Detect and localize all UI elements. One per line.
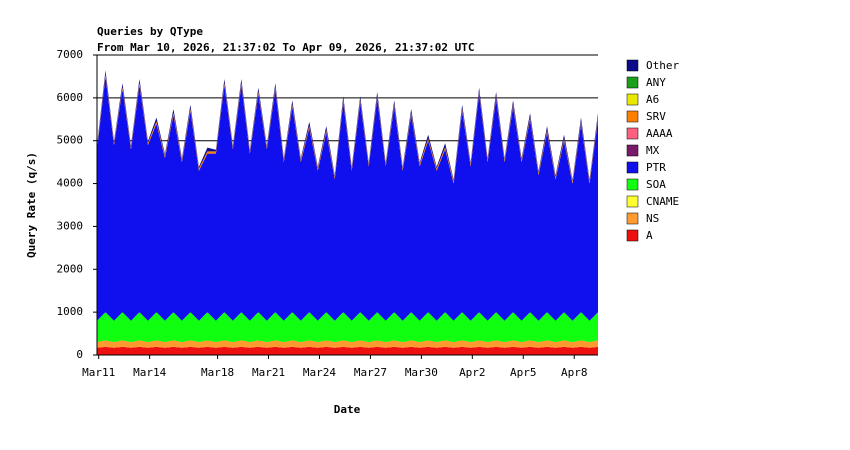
legend-label: SRV (646, 110, 666, 123)
legend-label: PTR (646, 161, 666, 174)
area (97, 346, 598, 355)
legend-swatch (626, 76, 639, 89)
x-tick-label: Apr5 (510, 366, 537, 379)
x-tick-label: Mar21 (252, 366, 285, 379)
legend-label: CNAME (646, 195, 679, 208)
x-tick-label: Apr8 (561, 366, 588, 379)
y-axis-label: Query Rate (q/s) (25, 152, 38, 258)
area (97, 76, 598, 321)
y-tick-label: 0 (76, 348, 83, 361)
area (97, 340, 598, 348)
y-tick-label: 2000 (57, 262, 84, 275)
x-tick-label: Mar18 (201, 366, 234, 379)
legend-label: A6 (646, 93, 659, 106)
legend-swatch (626, 195, 639, 208)
x-axis-label: Date (334, 403, 361, 416)
legend-swatch (626, 161, 639, 174)
legend-swatch (626, 178, 639, 191)
legend: Other ANY A6 SRV AAAA MX PTR SOA CNAME NS A (626, 59, 679, 242)
legend-label: AAAA (646, 127, 673, 140)
legend-swatch (626, 110, 639, 123)
y-tick-label: 5000 (57, 134, 84, 147)
plot-area (97, 70, 598, 355)
legend-swatch (626, 229, 639, 242)
x-tick-label: Apr2 (459, 366, 486, 379)
legend-swatch (626, 212, 639, 225)
chart-title: Queries by QType (97, 25, 203, 38)
y-tick-label: 1000 (57, 305, 84, 318)
axes: 0 1000 2000 3000 4000 5000 6000 7000 Mar11 Mar14 M… (57, 48, 598, 379)
area (97, 74, 598, 184)
chart-subtitle: From Mar 10, 2026, 21:37:02 To Apr 09, 2… (97, 41, 475, 54)
y-tick-label: 4000 (57, 177, 84, 190)
y-tick-label: 7000 (57, 48, 84, 61)
x-tick-label: Mar11 (82, 366, 115, 379)
x-tick-label: Mar27 (354, 366, 387, 379)
y-tick-label: 6000 (57, 91, 84, 104)
legend-swatch (626, 59, 639, 72)
legend-label: MX (646, 144, 660, 157)
legend-label: SOA (646, 178, 666, 191)
legend-label: ANY (646, 76, 666, 89)
legend-swatch (626, 144, 639, 157)
legend-swatch (626, 127, 639, 140)
legend-label: Other (646, 59, 679, 72)
x-tick-label: Mar30 (405, 366, 438, 379)
legend-label: NS (646, 212, 659, 225)
area (97, 312, 598, 343)
x-tick-label: Mar24 (303, 366, 336, 379)
y-tick-label: 3000 (57, 219, 84, 232)
legend-swatch (626, 93, 639, 106)
legend-label: A (646, 229, 653, 242)
x-tick-label: Mar14 (133, 366, 166, 379)
area (97, 70, 598, 182)
